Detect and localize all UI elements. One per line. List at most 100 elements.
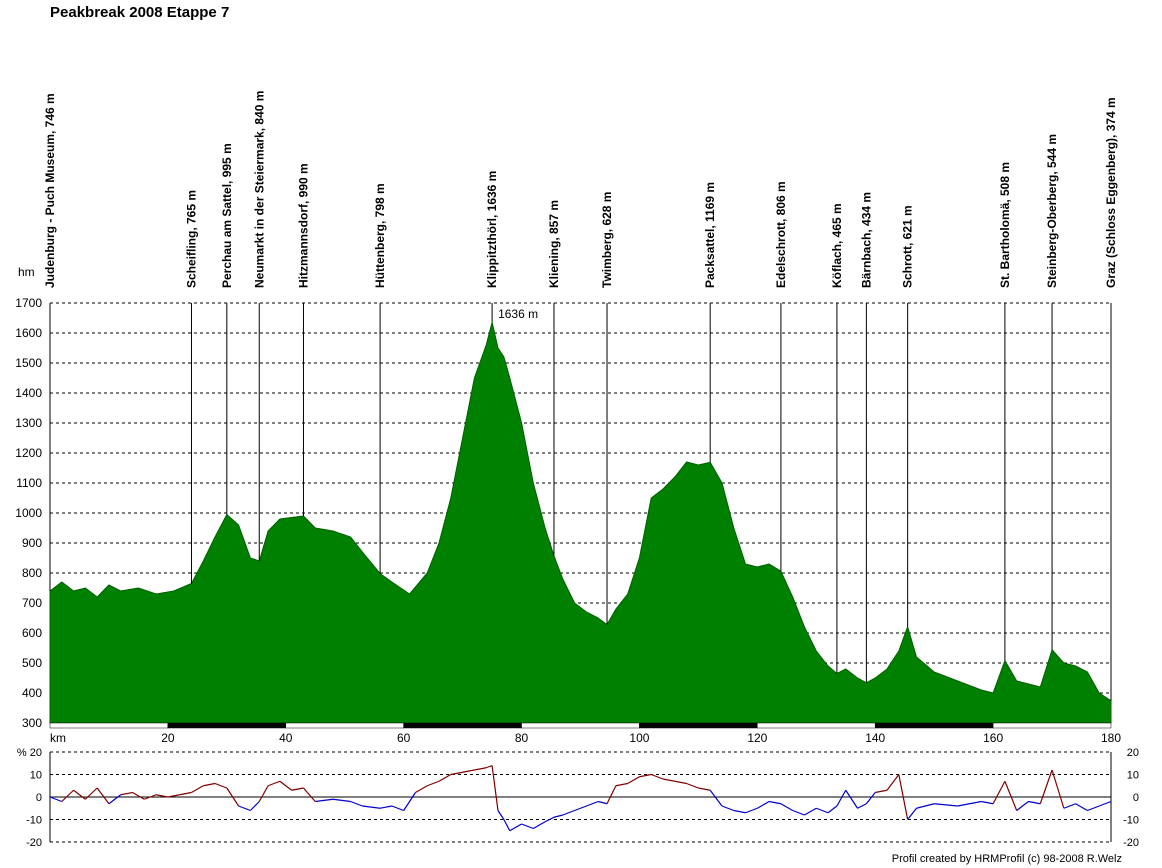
gradient-y-tick-left: 0 [36,792,42,804]
gradient-segment [214,782,228,789]
waypoint-label: Twimberg, 628 m [600,192,614,288]
gradient-segment [709,789,723,807]
gradient-segment [462,769,475,773]
gradient-segment [733,809,746,814]
gradient-y-tick-left: 10 [30,770,42,782]
gradient-segment [415,785,428,794]
waypoint-label: Packsattel, 1169 m [703,182,717,288]
waypoint-label: Graz (Schloss Eggenberg), 374 m [1104,97,1118,288]
waypoint-label: Steinberg-Oberberg, 544 m [1045,134,1059,288]
gradient-y-tick-right: 10 [1127,770,1139,782]
gradient-segment [957,800,982,807]
gradient-segment [427,780,440,787]
waypoint-label: Bärnbach, 434 m [859,192,873,288]
gradient-segment [816,807,829,814]
gradient-segment [191,785,204,794]
gradient-segment [898,774,909,820]
gradient-segment [907,807,917,820]
gradient-segment [886,774,900,791]
x-tick-label: 80 [515,731,529,745]
gradient-segment [84,787,98,800]
gradient-segment [639,773,652,778]
gradient-segment [1087,805,1100,812]
gradient-segment [1051,769,1065,809]
waypoint-label: Schrott, 621 m [901,205,915,288]
x-axis-segment [49,722,169,729]
gradient-segment [804,807,817,816]
gradient-segment [757,800,770,809]
x-tick-label: 140 [865,731,885,745]
waypoint-label: Scheifling, 765 m [184,190,198,288]
gradient-segment [315,798,334,803]
y-axis-label: hm [18,265,35,279]
gradient-segment [544,816,555,823]
elevation-area [49,322,1112,724]
gradient-segment [836,789,847,807]
gradient-segment [586,800,599,807]
gradient-segment [96,787,110,805]
gradient-y-tick-right: 20 [1127,747,1139,759]
y-tick-label: 400 [22,686,42,700]
gradient-segment [362,805,381,809]
y-tick-label: 900 [22,536,42,550]
gradient-segment [303,787,316,802]
y-tick-label: 1400 [15,386,42,400]
waypoint-label: Kliening, 857 m [547,200,561,288]
x-axis-segment [403,722,522,729]
gradient-y-tick-left: -20 [26,837,42,849]
gradient-segment [533,821,546,830]
gradient-segment [615,782,628,787]
gradient-segment [167,794,180,798]
x-axis-segment [639,722,758,729]
gradient-segment [780,803,793,812]
gradient-segment [1016,801,1029,811]
y-tick-label: 1200 [15,446,42,460]
gradient-segment [485,764,493,769]
waypoint-label: Hüttenberg, 798 m [373,183,387,288]
page-title: Peakbreak 2008 Etappe 7 [50,4,230,21]
gradient-segment [509,823,522,832]
gradient-segment [627,776,640,785]
gradient-segment [745,807,758,814]
y-tick-label: 1500 [15,356,42,370]
gradient-segment [916,803,935,809]
x-tick-label: 100 [629,731,649,745]
peak-annotation: 1636 m [498,307,538,321]
gradient-segment [438,773,452,782]
gradient-segment [379,805,392,809]
gradient-segment [132,791,145,800]
gradient-y-tick-left: -10 [26,815,42,827]
gradient-segment [934,803,958,807]
y-tick-label: 1300 [15,416,42,430]
gradient-segment [698,787,711,791]
gradient-segment [857,803,867,809]
x-tick-label: 180 [1101,731,1121,745]
gradient-segment [238,805,251,812]
gradient-segment [279,780,293,791]
x-tick-label: 120 [747,731,767,745]
gradient-segment [865,792,876,805]
y-tick-label: 300 [22,716,42,730]
gradient-segment [450,771,463,776]
y-tick-label: 800 [22,566,42,580]
credit-footer: Profil created by HRMProfil (c) 98-2008 … [891,853,1122,865]
gradient-segment [1075,803,1088,812]
gradient-segment [662,778,675,782]
gradient-segment [721,805,734,812]
y-tick-label: 500 [22,656,42,670]
y-tick-label: 700 [22,596,42,610]
x-axis-segment [167,722,287,729]
gradient-segment [553,814,563,818]
y-tick-label: 1100 [16,476,42,490]
gradient-segment [1039,769,1053,804]
gradient-segment [1063,803,1076,809]
x-axis-segment [285,722,404,729]
gradient-segment [686,782,699,789]
gradient-segment [981,800,994,805]
gradient-segment [203,782,216,787]
x-axis-segment [757,722,876,729]
x-tick-label: 40 [279,731,293,745]
x-tick-label: 60 [397,731,411,745]
gradient-segment [598,800,608,805]
gradient-segment [267,780,281,787]
